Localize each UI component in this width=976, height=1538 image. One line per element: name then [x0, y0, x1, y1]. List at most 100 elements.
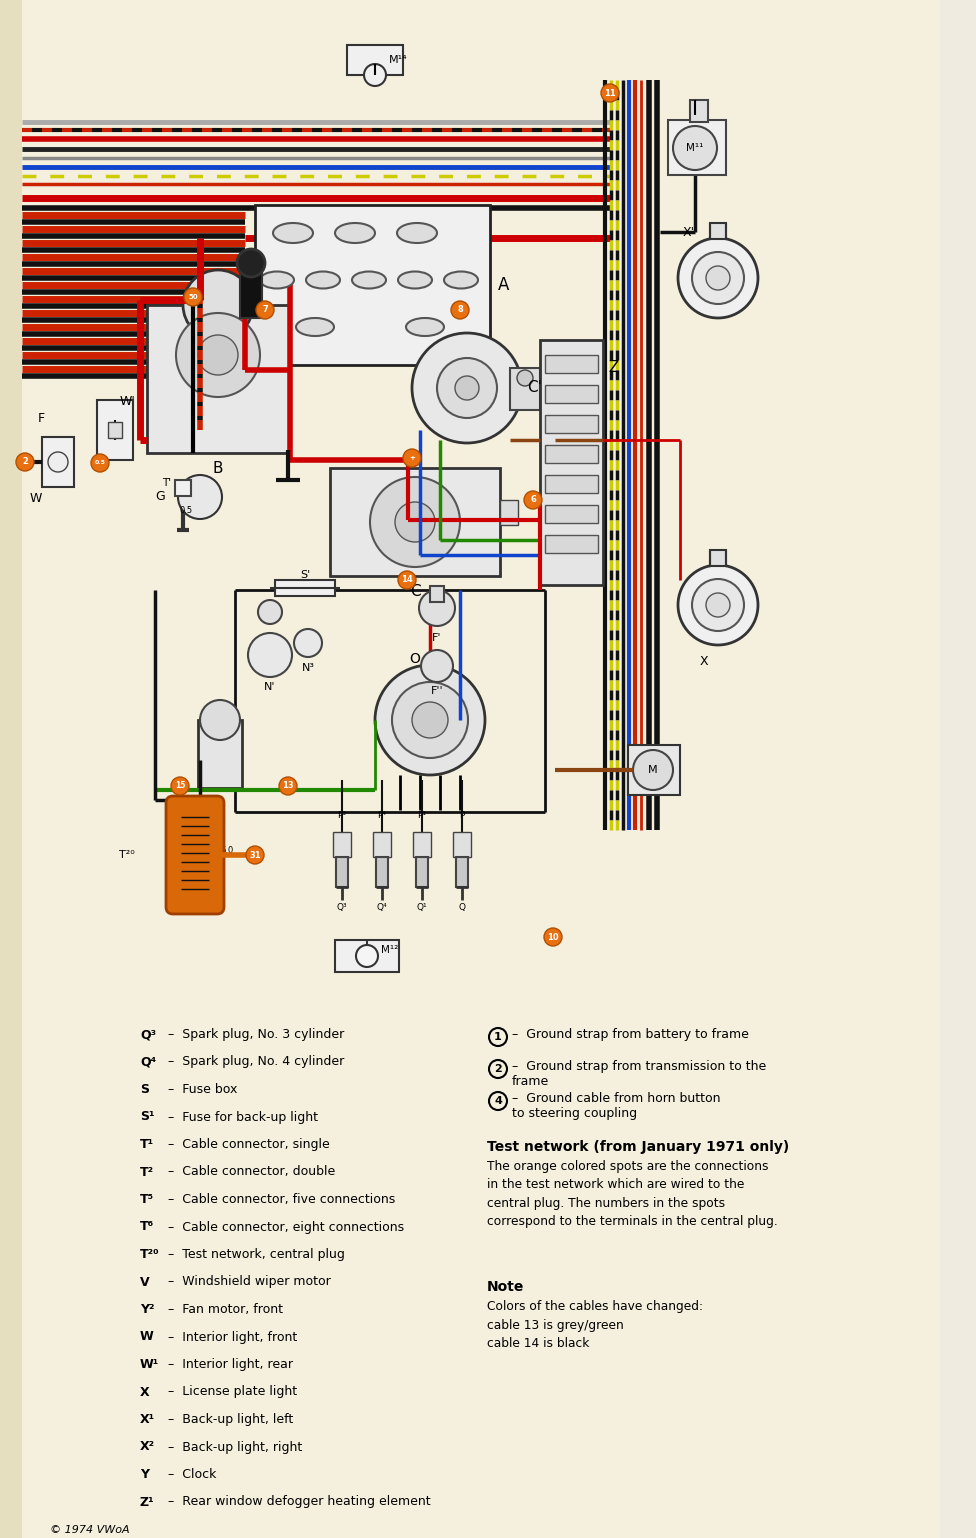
- Text: 4: 4: [494, 1097, 502, 1106]
- Circle shape: [16, 454, 34, 471]
- Text: P⁴: P⁴: [378, 811, 386, 820]
- Circle shape: [48, 452, 68, 472]
- Bar: [545, 384, 598, 403]
- Text: Q⁴: Q⁴: [140, 1055, 156, 1069]
- Ellipse shape: [352, 272, 386, 289]
- Bar: [710, 223, 726, 238]
- Text: Z: Z: [608, 360, 619, 375]
- Bar: [330, 468, 500, 577]
- Text: –  Ground cable from horn button
to steering coupling: – Ground cable from horn button to steer…: [512, 1092, 720, 1120]
- Text: V: V: [140, 1275, 149, 1289]
- Text: Q³: Q³: [140, 1027, 156, 1041]
- Text: T²: T²: [140, 1166, 154, 1178]
- Text: W: W: [30, 492, 42, 504]
- Bar: [456, 857, 468, 887]
- Bar: [335, 940, 399, 972]
- Text: –  Clock: – Clock: [168, 1467, 217, 1481]
- Circle shape: [246, 846, 264, 864]
- Bar: [628, 744, 680, 795]
- Text: P: P: [460, 811, 465, 820]
- Text: –  Cable connector, five connections: – Cable connector, five connections: [168, 1193, 395, 1206]
- Circle shape: [200, 700, 240, 740]
- Bar: [430, 586, 444, 601]
- Text: W': W': [120, 395, 136, 408]
- Bar: [545, 504, 598, 523]
- Circle shape: [364, 65, 386, 86]
- Circle shape: [171, 777, 189, 795]
- Bar: [198, 720, 242, 787]
- Text: O: O: [410, 652, 421, 666]
- Circle shape: [706, 266, 730, 291]
- Text: 0.5: 0.5: [180, 506, 193, 515]
- Bar: [373, 832, 391, 857]
- Text: X: X: [140, 1386, 149, 1398]
- Bar: [333, 832, 351, 857]
- Circle shape: [258, 600, 282, 624]
- Bar: [347, 45, 403, 75]
- Text: +: +: [409, 455, 415, 461]
- Circle shape: [279, 777, 297, 795]
- Bar: [108, 421, 122, 438]
- Circle shape: [91, 454, 109, 472]
- Text: –  Fan motor, front: – Fan motor, front: [168, 1303, 283, 1317]
- Circle shape: [176, 314, 260, 397]
- Text: 7: 7: [263, 306, 267, 314]
- Circle shape: [517, 371, 533, 386]
- Circle shape: [398, 571, 416, 589]
- Text: Y²: Y²: [140, 1303, 154, 1317]
- Text: G: G: [155, 491, 165, 503]
- Text: –  Spark plug, No. 4 cylinder: – Spark plug, No. 4 cylinder: [168, 1055, 345, 1069]
- Circle shape: [437, 358, 497, 418]
- Circle shape: [524, 491, 542, 509]
- Text: X: X: [700, 655, 709, 667]
- Text: Note: Note: [487, 1280, 524, 1293]
- Bar: [545, 535, 598, 554]
- Text: T': T': [162, 478, 171, 488]
- Bar: [500, 500, 518, 524]
- Circle shape: [601, 85, 619, 102]
- Text: W¹: W¹: [140, 1358, 159, 1370]
- Text: T⁵: T⁵: [140, 1193, 154, 1206]
- Ellipse shape: [444, 272, 478, 289]
- Bar: [240, 263, 262, 318]
- Text: W: W: [140, 1330, 154, 1344]
- Circle shape: [294, 629, 322, 657]
- Bar: [275, 580, 335, 597]
- Text: 11: 11: [604, 89, 616, 97]
- Text: Q³: Q³: [337, 903, 347, 912]
- Circle shape: [544, 927, 562, 946]
- Text: –  Cable connector, eight connections: – Cable connector, eight connections: [168, 1221, 404, 1233]
- Text: 31: 31: [249, 851, 261, 860]
- Text: 50: 50: [188, 294, 198, 300]
- Text: 1: 1: [494, 1032, 502, 1043]
- Text: Q⁴: Q⁴: [377, 903, 387, 912]
- Bar: [413, 832, 431, 857]
- Bar: [668, 120, 726, 175]
- Bar: [336, 857, 348, 887]
- Circle shape: [375, 664, 485, 775]
- Text: 13: 13: [282, 781, 294, 791]
- Text: –  Fuse for back-up light: – Fuse for back-up light: [168, 1110, 318, 1123]
- Circle shape: [178, 475, 222, 518]
- Bar: [42, 437, 74, 488]
- Text: –  Ground strap from transmission to the
frame: – Ground strap from transmission to the …: [512, 1060, 766, 1087]
- Text: C: C: [410, 584, 421, 598]
- Text: 0.5: 0.5: [95, 460, 105, 466]
- Bar: [453, 832, 471, 857]
- Circle shape: [706, 594, 730, 617]
- Bar: [540, 340, 603, 584]
- Text: 14: 14: [401, 575, 413, 584]
- Ellipse shape: [306, 272, 340, 289]
- Text: –  Rear window defogger heating element: – Rear window defogger heating element: [168, 1495, 430, 1509]
- Bar: [545, 444, 598, 463]
- Text: –  Windshield wiper motor: – Windshield wiper motor: [168, 1275, 331, 1289]
- Text: –  Cable connector, single: – Cable connector, single: [168, 1138, 330, 1150]
- Text: F'': F'': [430, 686, 443, 697]
- Text: –  Interior light, front: – Interior light, front: [168, 1330, 298, 1344]
- Text: 6.0: 6.0: [221, 846, 233, 855]
- Text: 10: 10: [548, 932, 559, 941]
- Text: C': C': [527, 380, 542, 395]
- Ellipse shape: [397, 223, 437, 243]
- Text: Test network (from January 1971 only): Test network (from January 1971 only): [487, 1140, 790, 1154]
- Ellipse shape: [398, 272, 432, 289]
